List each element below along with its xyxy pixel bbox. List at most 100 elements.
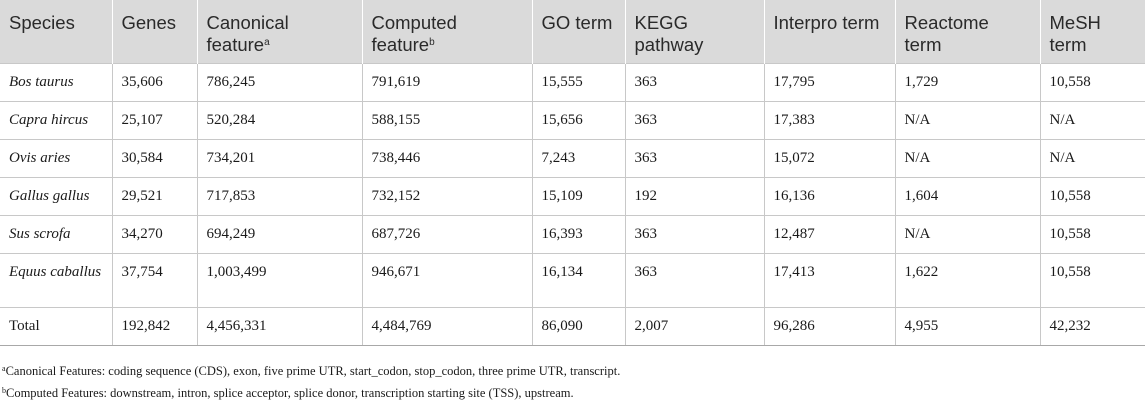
column-header-label: Genes xyxy=(121,12,177,33)
species-cell: Gallus gallus xyxy=(0,177,113,216)
total-label-cell: Total xyxy=(0,307,113,346)
footnote-b-mark: b xyxy=(2,386,6,395)
value-cell: 791,619 xyxy=(362,63,533,102)
column-header-label: GO term xyxy=(541,12,613,33)
value-cell: N/A xyxy=(895,101,1041,140)
value-cell: 786,245 xyxy=(197,63,363,102)
value-cell: 16,134 xyxy=(532,253,626,308)
value-cell: 363 xyxy=(625,215,765,254)
value-cell: N/A xyxy=(1040,139,1145,178)
value-cell: 734,201 xyxy=(197,139,363,178)
value-cell: 17,383 xyxy=(764,101,896,140)
table-row: Sus scrofa 34,270 694,249 687,726 16,393 363 1… xyxy=(0,215,1145,254)
column-header: Computed featureb xyxy=(362,0,533,64)
footnote-b-text: Computed Features: downstream, intron, s… xyxy=(6,386,574,400)
value-cell: 17,413 xyxy=(764,253,896,308)
total-value-cell: 86,090 xyxy=(532,307,626,346)
total-value-cell: 4,955 xyxy=(895,307,1041,346)
total-value-cell: 192,842 xyxy=(112,307,198,346)
column-header-label: MeSH term xyxy=(1049,12,1101,55)
column-header: KEGG pathway xyxy=(625,0,765,64)
value-cell: 15,072 xyxy=(764,139,896,178)
value-cell: 16,393 xyxy=(532,215,626,254)
value-cell: 717,853 xyxy=(197,177,363,216)
footnote-marker: b xyxy=(429,37,435,48)
value-cell: 15,555 xyxy=(532,63,626,102)
value-cell: 29,521 xyxy=(112,177,198,216)
species-cell: Equus caballus xyxy=(0,253,113,308)
value-cell: 16,136 xyxy=(764,177,896,216)
total-value-cell: 4,456,331 xyxy=(197,307,363,346)
column-header-label: Species xyxy=(9,12,75,33)
value-cell: 738,446 xyxy=(362,139,533,178)
footnote-b: bComputed Features: downstream, intron, … xyxy=(2,382,1145,404)
value-cell: 687,726 xyxy=(362,215,533,254)
value-cell: 15,109 xyxy=(532,177,626,216)
table-row: Gallus gallus 29,521 717,853 732,152 15,109 1… xyxy=(0,177,1145,216)
value-cell: 732,152 xyxy=(362,177,533,216)
value-cell: 37,754 xyxy=(112,253,198,308)
value-cell: 520,284 xyxy=(197,101,363,140)
species-cell: Bos taurus xyxy=(0,63,113,102)
value-cell: N/A xyxy=(895,215,1041,254)
value-cell: 17,795 xyxy=(764,63,896,102)
footnotes: aCanonical Features: coding sequence (CD… xyxy=(0,346,1145,404)
column-header-label: KEGG pathway xyxy=(634,12,704,55)
value-cell: 10,558 xyxy=(1040,63,1145,102)
value-cell: 363 xyxy=(625,253,765,308)
value-cell: 30,584 xyxy=(112,139,198,178)
table-header-row: Species Genes Canonical featurea Computed f… xyxy=(0,0,1145,64)
column-header: Genes xyxy=(112,0,198,64)
table-row: Equus caballus 37,754 1,003,499 946,671 16,1… xyxy=(0,253,1145,308)
column-header: Canonical featurea xyxy=(197,0,363,64)
footnote-a-mark: a xyxy=(2,364,6,373)
table-row: Ovis aries 30,584 734,201 738,446 7,243 363 15… xyxy=(0,139,1145,178)
table-row: Capra hircus 25,107 520,284 588,155 15,656 36… xyxy=(0,101,1145,140)
species-cell: Capra hircus xyxy=(0,101,113,140)
column-header: Reactome term xyxy=(895,0,1041,64)
value-cell: 1,729 xyxy=(895,63,1041,102)
column-header: Interpro term xyxy=(764,0,896,64)
value-cell: 192 xyxy=(625,177,765,216)
column-header: MeSH term xyxy=(1040,0,1145,64)
value-cell: 12,487 xyxy=(764,215,896,254)
value-cell: 1,604 xyxy=(895,177,1041,216)
total-value-cell: 42,232 xyxy=(1040,307,1145,346)
value-cell: 588,155 xyxy=(362,101,533,140)
footnote-a-text: Canonical Features: coding sequence (CDS… xyxy=(5,364,621,378)
column-header-label: Interpro term xyxy=(773,12,880,33)
value-cell: 946,671 xyxy=(362,253,533,308)
species-cell: Sus scrofa xyxy=(0,215,113,254)
value-cell: 10,558 xyxy=(1040,177,1145,216)
table-total-row: Total 192,842 4,456,331 4,484,769 86,090 2,00… xyxy=(0,307,1145,346)
column-header: Species xyxy=(0,0,113,64)
value-cell: N/A xyxy=(895,139,1041,178)
column-header-label: Reactome term xyxy=(904,12,989,55)
value-cell: 35,606 xyxy=(112,63,198,102)
species-cell: Ovis aries xyxy=(0,139,113,178)
table-body: Bos taurus 35,606 786,245 791,619 15,555 363 1… xyxy=(0,63,1145,346)
value-cell: 34,270 xyxy=(112,215,198,254)
value-cell: 1,003,499 xyxy=(197,253,363,308)
column-header-label: Canonical feature xyxy=(206,12,289,55)
value-cell: 15,656 xyxy=(532,101,626,140)
total-value-cell: 96,286 xyxy=(764,307,896,346)
footnote-marker: a xyxy=(264,37,270,48)
value-cell: 694,249 xyxy=(197,215,363,254)
value-cell: N/A xyxy=(1040,101,1145,140)
value-cell: 25,107 xyxy=(112,101,198,140)
species-annotation-table: Species Genes Canonical featurea Computed f… xyxy=(0,0,1145,346)
total-value-cell: 2,007 xyxy=(625,307,765,346)
column-header-label: Computed feature xyxy=(371,12,457,55)
table-row: Bos taurus 35,606 786,245 791,619 15,555 363 1… xyxy=(0,63,1145,102)
footnote-a: aCanonical Features: coding sequence (CD… xyxy=(2,360,1145,382)
column-header: GO term xyxy=(532,0,626,64)
value-cell: 7,243 xyxy=(532,139,626,178)
value-cell: 363 xyxy=(625,101,765,140)
data-table-container: Species Genes Canonical featurea Computed f… xyxy=(0,0,1145,346)
total-value-cell: 4,484,769 xyxy=(362,307,533,346)
value-cell: 363 xyxy=(625,139,765,178)
value-cell: 1,622 xyxy=(895,253,1041,308)
value-cell: 363 xyxy=(625,63,765,102)
value-cell: 10,558 xyxy=(1040,215,1145,254)
